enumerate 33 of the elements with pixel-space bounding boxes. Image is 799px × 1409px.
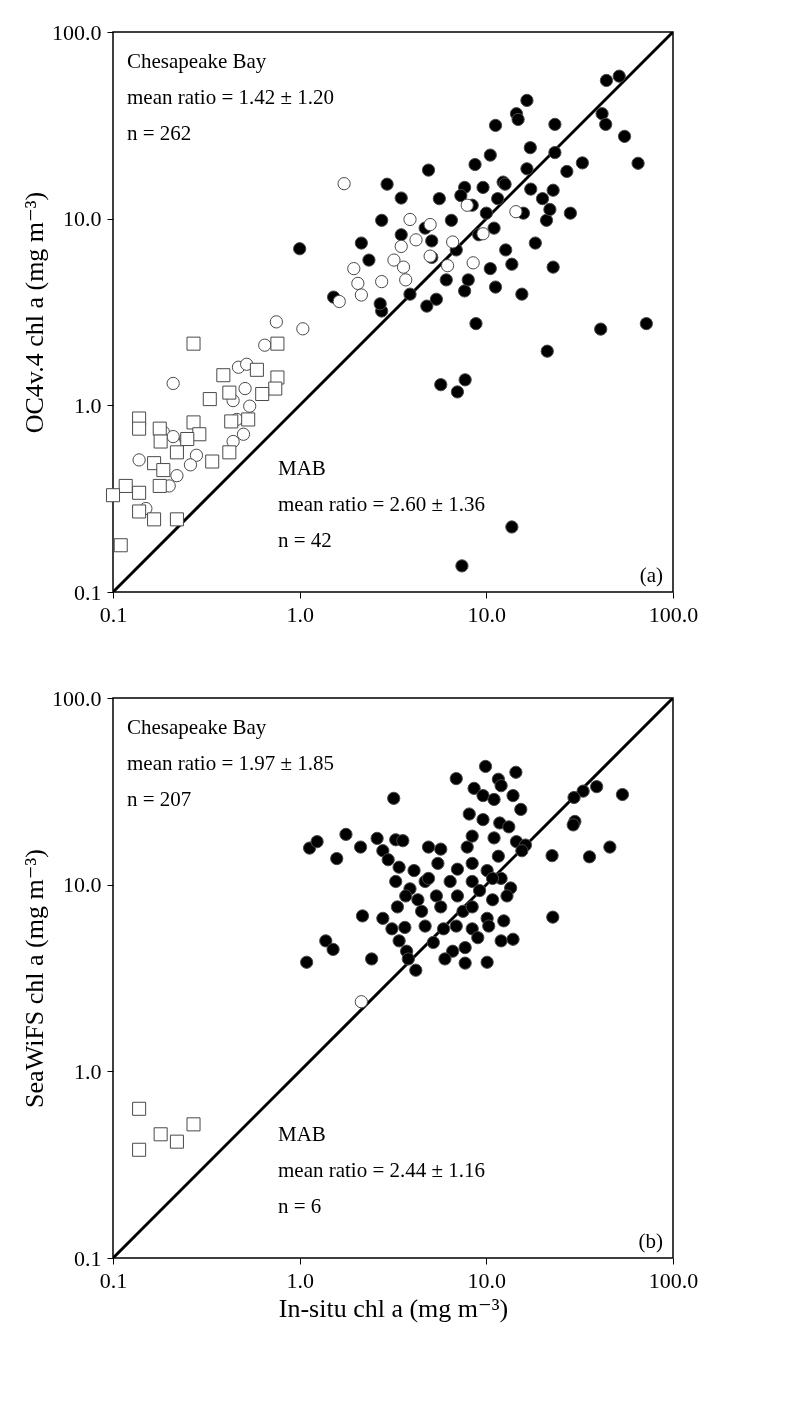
y-tick-label: 0.1	[74, 579, 102, 605]
annotation: MAB	[278, 455, 326, 480]
x-tick-label: 0.1	[99, 601, 128, 627]
annotation: Chesapeake Bay	[127, 49, 267, 73]
x-tick-label: 100.0	[648, 1267, 699, 1293]
annotation: MAB	[278, 1121, 326, 1146]
annotation: n = 207	[127, 787, 192, 811]
y-tick-label: 0.1	[74, 1245, 102, 1271]
annotation: Chesapeake Bay	[127, 715, 267, 739]
x-tick-label: 10.0	[467, 601, 507, 627]
x-tick-label: 10.0	[467, 1267, 507, 1293]
x-tick-label: 0.1	[99, 1267, 128, 1293]
y-tick-label: 1.0	[74, 392, 102, 418]
y-tick-label: 10.0	[63, 206, 102, 232]
y-tick-label: 100.0	[52, 685, 102, 711]
y-axis-title: OC4v.4 chl a (mg m⁻³)	[20, 191, 49, 434]
annotation: (b)	[638, 1229, 663, 1253]
y-tick-label: 100.0	[52, 19, 102, 45]
annotation: mean ratio = 1.42 ± 1.20	[127, 85, 335, 109]
y-axis-title: SeaWiFS chl a (mg m⁻³)	[20, 849, 49, 1108]
annotation: n = 6	[278, 1193, 322, 1218]
annotation: mean ratio = 1.97 ± 1.85	[127, 751, 335, 775]
annotation: n = 42	[278, 527, 332, 552]
x-tick-label: 100.0	[648, 601, 699, 627]
annotation: mean ratio = 2.44 ± 1.16	[278, 1157, 486, 1182]
y-tick-label: 1.0	[74, 1058, 102, 1084]
x-tick-label: 1.0	[286, 1267, 314, 1293]
annotation: (a)	[639, 563, 663, 587]
annotation: mean ratio = 2.60 ± 1.36	[278, 491, 486, 516]
x-tick-label: 1.0	[286, 601, 314, 627]
y-tick-label: 10.0	[63, 872, 102, 898]
x-axis-title: In-situ chl a (mg m⁻³)	[278, 1293, 509, 1323]
annotation: n = 262	[127, 121, 192, 145]
